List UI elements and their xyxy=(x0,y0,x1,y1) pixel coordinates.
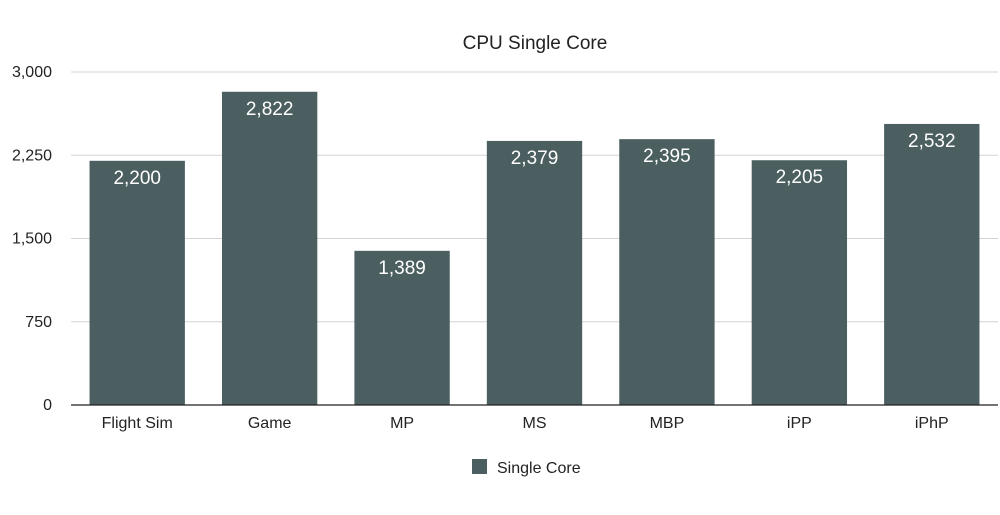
data-label: 2,379 xyxy=(511,148,559,169)
x-category-label: MBP xyxy=(650,415,685,432)
x-category-label: Flight Sim xyxy=(102,415,173,432)
bar xyxy=(619,139,715,405)
x-category-label: MP xyxy=(390,415,414,432)
data-label: 2,205 xyxy=(776,167,824,188)
x-category-label: Game xyxy=(248,415,292,432)
y-tick-label: 2,250 xyxy=(12,147,52,164)
y-tick-label: 1,500 xyxy=(12,231,52,248)
y-axis-tick-labels: 0 750 1,500 2,250 3,000 xyxy=(12,64,52,414)
data-label: 2,395 xyxy=(643,146,691,167)
x-category-label: MS xyxy=(523,415,547,432)
bars xyxy=(89,91,980,406)
y-tick-label: 3,000 xyxy=(12,64,52,81)
legend: Single Core xyxy=(472,459,581,477)
data-label: 2,822 xyxy=(246,99,294,120)
data-labels: 2,200 2,822 1,389 2,379 2,395 2,205 2,532 xyxy=(113,99,955,279)
legend-label-single-core: Single Core xyxy=(497,460,581,477)
bar xyxy=(486,140,583,405)
data-label: 2,532 xyxy=(908,131,956,152)
x-axis-category-labels: Flight Sim Game MP MS MBP iPP iPhP xyxy=(102,415,949,432)
chart-title: CPU Single Core xyxy=(463,33,608,54)
y-tick-label: 0 xyxy=(43,397,52,414)
legend-swatch-single-core xyxy=(472,459,487,474)
y-tick-label: 750 xyxy=(25,314,52,331)
bar xyxy=(89,160,185,405)
data-label: 2,200 xyxy=(113,168,161,189)
x-category-label: iPP xyxy=(787,415,812,432)
x-category-label: iPhP xyxy=(915,415,949,432)
bar xyxy=(751,160,848,405)
bar xyxy=(884,123,980,405)
data-label: 1,389 xyxy=(378,258,426,279)
bar xyxy=(354,250,450,405)
bar xyxy=(221,91,318,406)
